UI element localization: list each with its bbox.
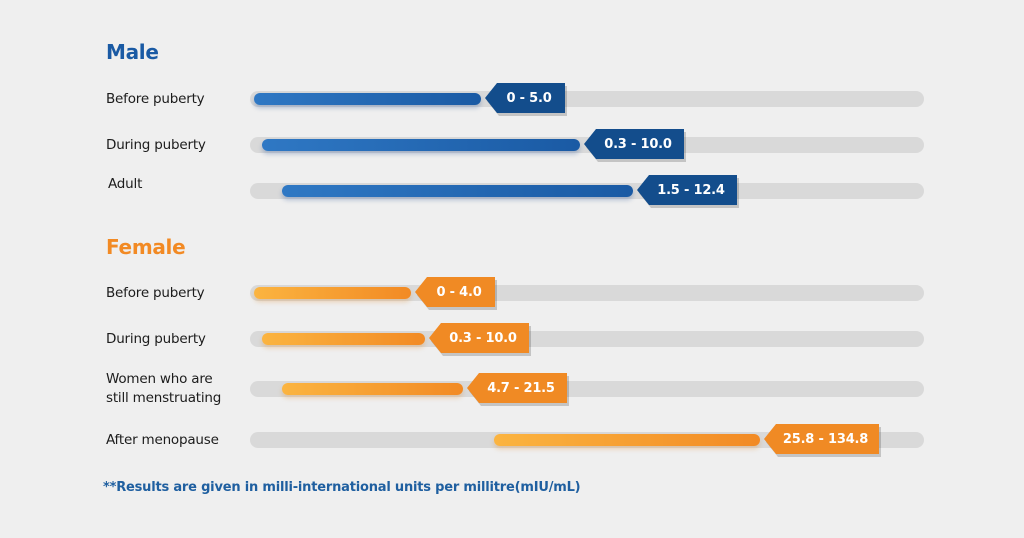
male-row-label: During puberty bbox=[106, 137, 206, 153]
footnote: **Results are given in milli-internation… bbox=[103, 480, 581, 495]
male-range-bar bbox=[282, 185, 633, 197]
female-range-bar bbox=[494, 434, 760, 446]
female-row-label: Before puberty bbox=[106, 285, 205, 301]
female-range-tag: 0 - 4.0 bbox=[415, 277, 495, 307]
female-row-label: Women who are still menstruating bbox=[106, 371, 222, 406]
male-row-label: Before puberty bbox=[106, 91, 205, 107]
male-range-tag: 0.3 - 10.0 bbox=[584, 129, 684, 159]
female-row-label: During puberty bbox=[106, 331, 206, 347]
female-range-bar bbox=[262, 333, 425, 345]
male-range-bar bbox=[262, 139, 580, 151]
male-section-title: Male bbox=[106, 40, 159, 64]
female-row-label: After menopause bbox=[106, 432, 219, 448]
female-section-title: Female bbox=[106, 235, 186, 259]
female-range-tag: 4.7 - 21.5 bbox=[467, 373, 567, 403]
female-range-tag: 0.3 - 10.0 bbox=[429, 323, 529, 353]
female-range-tag: 25.8 - 134.8 bbox=[764, 424, 879, 454]
female-range-bar bbox=[282, 383, 463, 395]
male-range-bar bbox=[254, 93, 481, 105]
female-range-bar bbox=[254, 287, 411, 299]
male-range-tag: 1.5 - 12.4 bbox=[637, 175, 737, 205]
male-row-label: Adult bbox=[108, 176, 143, 192]
male-range-tag: 0 - 5.0 bbox=[485, 83, 565, 113]
